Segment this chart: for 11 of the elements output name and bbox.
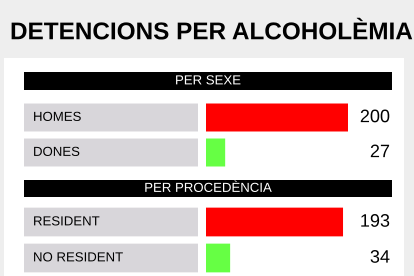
y-tick-label: RESIDENT (34, 216, 100, 226)
chart-subtitle: PER SEXE (176, 75, 240, 85)
data-label: 34 (370, 250, 390, 263)
data-label: 200 (360, 110, 390, 122)
data-label: 27 (370, 144, 390, 158)
y-tick-label: DONES (34, 146, 80, 156)
data-label: 193 (361, 214, 390, 227)
y-tick-label: HOMES (34, 112, 81, 122)
y-tick-label: NO RESIDENT (34, 252, 123, 262)
chart-subtitle: PER PROCEDÈNCIA (145, 180, 272, 192)
chart-title: DETENCIONS PER ALCOHOLÈMIA (12, 18, 412, 40)
